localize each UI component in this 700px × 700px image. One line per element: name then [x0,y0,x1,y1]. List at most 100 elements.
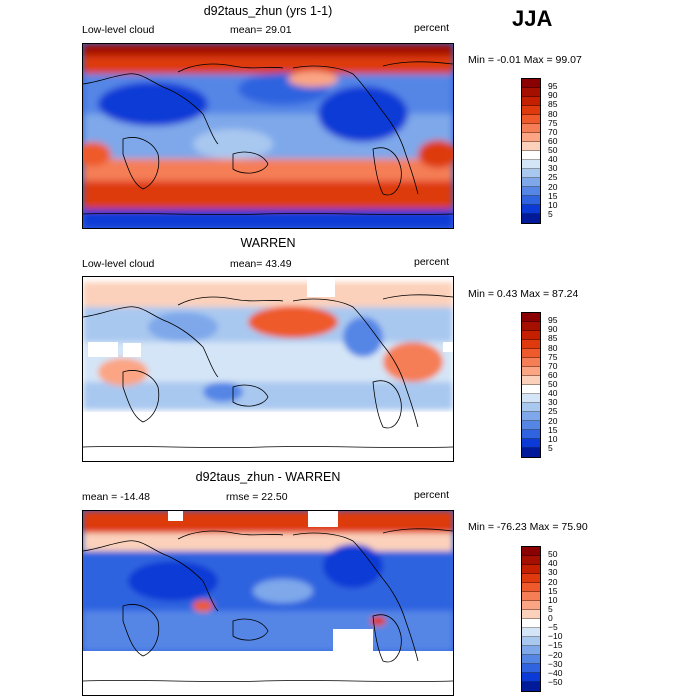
colorbar-tick-label: −40 [548,667,563,678]
colorbar-segment [522,133,540,142]
colorbar-segment [522,205,540,214]
colorbar-tick-label: 5 [548,442,553,453]
colorbar-tick-label: 25 [548,406,558,417]
colorbar-tick-label: 95 [548,315,558,326]
colorbar-segment [522,358,540,367]
colorbar-tick-label: 10 [548,594,558,605]
colorbar-segment [522,178,540,187]
colorbar-segment [522,115,540,124]
colorbar-segment [522,547,540,556]
colorbar-segment [522,574,540,583]
colorbar-segment [522,565,540,574]
colorbar-segment [522,367,540,376]
colorbar-tick-label: 15 [548,190,558,201]
variable-label: Low-level cloud [82,258,155,270]
colorbar-tick-label: 10 [548,199,558,210]
colorbar-tick-label: 0 [548,613,553,623]
colorbar-tick-label: 80 [548,342,558,353]
colorbar-tick-label: 70 [548,126,558,137]
map-model [82,43,454,229]
colorbar-tick-label: −10 [548,631,563,642]
colorbar-tick-label: 40 [548,154,558,165]
colorbar-segment [522,214,540,223]
map-difference [82,510,454,696]
colorbar-segment [522,151,540,160]
units-label: percent [414,489,450,501]
units-label: percent [414,22,450,34]
colorbar-tick-label: 75 [548,117,558,128]
colorbar-tick-label: 20 [548,415,558,426]
colorbar-segment [522,592,540,601]
coastlines [83,294,453,448]
colorbar-tick-label: 20 [548,576,558,587]
colorbar-segment [522,160,540,169]
colorbar-tick-label: 30 [548,397,558,408]
colorbar-tick-label: 80 [548,108,558,119]
season-label: JJA [512,6,553,31]
colorbar-segment [522,322,540,331]
colorbar-tick-label: 95 [548,81,558,92]
colorbar-tick-label: 60 [548,369,558,380]
map-observations [82,276,454,462]
colorbar-segment [522,673,540,682]
colorbar-segment [522,142,540,151]
panel-title: d92taus_zhun - WARREN [195,470,341,484]
colorbar-segment [522,106,540,115]
units-label: percent [414,256,450,268]
colorbar-segment [522,88,540,97]
colorbar-tick-label: 30 [548,567,558,578]
colorbar-tick-label: 5 [548,603,553,614]
colorbar-tick-label: 50 [548,379,558,389]
coastlines [83,528,453,682]
colorbar [521,546,541,692]
colorbar-segment [522,376,540,385]
colorbar-segment [522,556,540,565]
panel-title: d92taus_zhun (yrs 1-1) [203,4,333,18]
colorbar-tick-label: 40 [548,558,558,569]
colorbar-segment [522,583,540,592]
mean-label: mean = -14.48 [82,491,151,503]
colorbar-segment [522,655,540,664]
colorbar-segment [522,421,540,430]
colorbar-segment [522,349,540,358]
colorbar-segment [522,385,540,394]
colorbar-segment [522,448,540,457]
colorbar-segment [522,196,540,205]
colorbar-segment [522,187,540,196]
colorbar-segment [522,628,540,637]
colorbar-tick-label: −5 [548,622,558,633]
colorbar-tick-label: 75 [548,351,558,362]
colorbar-segment [522,169,540,178]
colorbar-segment [522,637,540,646]
colorbar-tick-label: 90 [548,324,558,335]
colorbar-tick-label: 85 [548,99,558,110]
colorbar-tick-label: 60 [548,135,558,146]
colorbar-tick-label: 30 [548,163,558,174]
coastlines [83,61,453,215]
colorbar-segment [522,394,540,403]
colorbar-tick-label: 25 [548,172,558,183]
rmse-label: rmse = 22.50 [226,491,288,503]
colorbar-segment [522,619,540,628]
colorbar-tick-label: 85 [548,333,558,344]
colorbar-segment [522,340,540,349]
colorbar-tick-label: 15 [548,424,558,435]
colorbar-segment [522,601,540,610]
colorbar [521,78,541,224]
colorbar-tick-label: 10 [548,433,558,444]
colorbar-segment [522,439,540,448]
colorbar-segment [522,430,540,439]
colorbar-tick-label: 40 [548,388,558,399]
colorbar-segment [522,682,540,691]
colorbar-segment [522,403,540,412]
colorbar-tick-label: −50 [548,676,563,687]
colorbar-tick-label: 15 [548,585,558,596]
colorbar-tick-label: 50 [548,145,558,155]
min-max-label: Min = -76.23 Max = 75.90 [468,521,588,533]
colorbar-segment [522,331,540,340]
colorbar-segment [522,664,540,673]
colorbar-tick-label: −20 [548,649,563,660]
colorbar-segment [522,610,540,619]
colorbar-segment [522,412,540,421]
colorbar-segment [522,313,540,322]
